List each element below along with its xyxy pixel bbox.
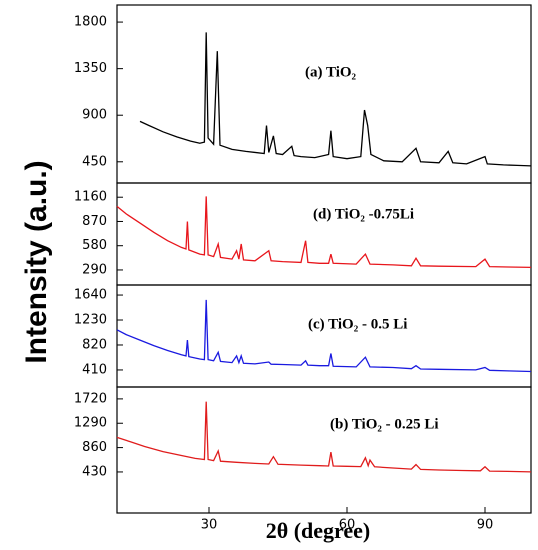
x-tick-label: 30 [201, 518, 218, 533]
xrd-line [116, 299, 532, 373]
y-tick-label: 900 [82, 108, 107, 123]
y-tick-label: 410 [82, 362, 107, 377]
y-tick-label: 1160 [74, 190, 107, 205]
panel-label: (a) TiO₂ [305, 64, 357, 80]
xrd-line [139, 32, 532, 167]
x-tick-label: 60 [339, 518, 356, 533]
panel-label: (d) TiO₂ -0.75Li [313, 206, 414, 222]
y-tick-label: 450 [82, 154, 107, 169]
panel-label: (b) TiO₂ - 0.25 Li [330, 416, 439, 432]
y-tick-label: 1640 [74, 288, 107, 303]
y-tick-label: 1800 [74, 15, 107, 30]
y-tick-label: 1720 [74, 391, 107, 406]
panel-frame [116, 284, 532, 388]
panel-frame [116, 182, 532, 286]
y-tick-label: 1350 [74, 61, 107, 76]
y-tick-label: 580 [82, 238, 107, 253]
y-tick-label: 1290 [74, 416, 107, 431]
panel-frame [116, 386, 532, 514]
y-tick-label: 820 [82, 337, 107, 352]
y-axis-label: Intensity (a.u.) [20, 160, 53, 363]
y-tick-label: 860 [82, 440, 107, 455]
xrd-line [116, 401, 532, 473]
xrd-line [116, 196, 532, 269]
y-tick-label: 870 [82, 214, 107, 229]
x-tick-label: 90 [477, 518, 494, 533]
panel-frame [116, 4, 532, 184]
y-tick-label: 430 [82, 464, 107, 479]
y-tick-label: 290 [82, 262, 107, 277]
y-tick-label: 1230 [74, 313, 107, 328]
x-axis-label: 2θ (degree) [266, 518, 371, 543]
panel-label: (c) TiO₂ - 0.5 Li [308, 316, 407, 332]
